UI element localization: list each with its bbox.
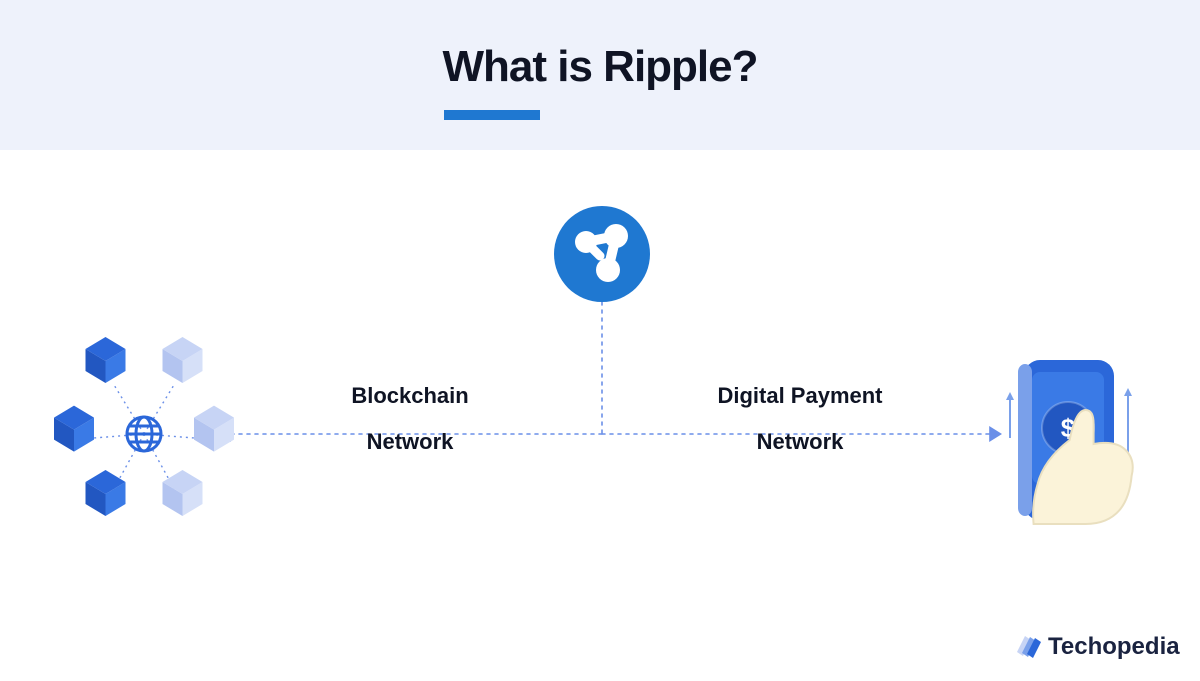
left-label-line2: Network (260, 429, 560, 455)
diagram-svg: $ (0, 0, 1200, 681)
right-label-line2: Network (650, 429, 950, 455)
infographic-canvas: What is Ripple? $ Blockchain Network Dig… (0, 0, 1200, 681)
brand-icon (1014, 632, 1042, 660)
brand-text: Techopedia (1048, 633, 1180, 660)
digital-payment-icon: $ (1006, 360, 1133, 524)
right-label-line1: Digital Payment (650, 383, 950, 409)
brand-watermark: Techopedia (1014, 632, 1180, 661)
left-label-line1: Blockchain (260, 383, 560, 409)
blockchain-network-icon (54, 337, 234, 516)
